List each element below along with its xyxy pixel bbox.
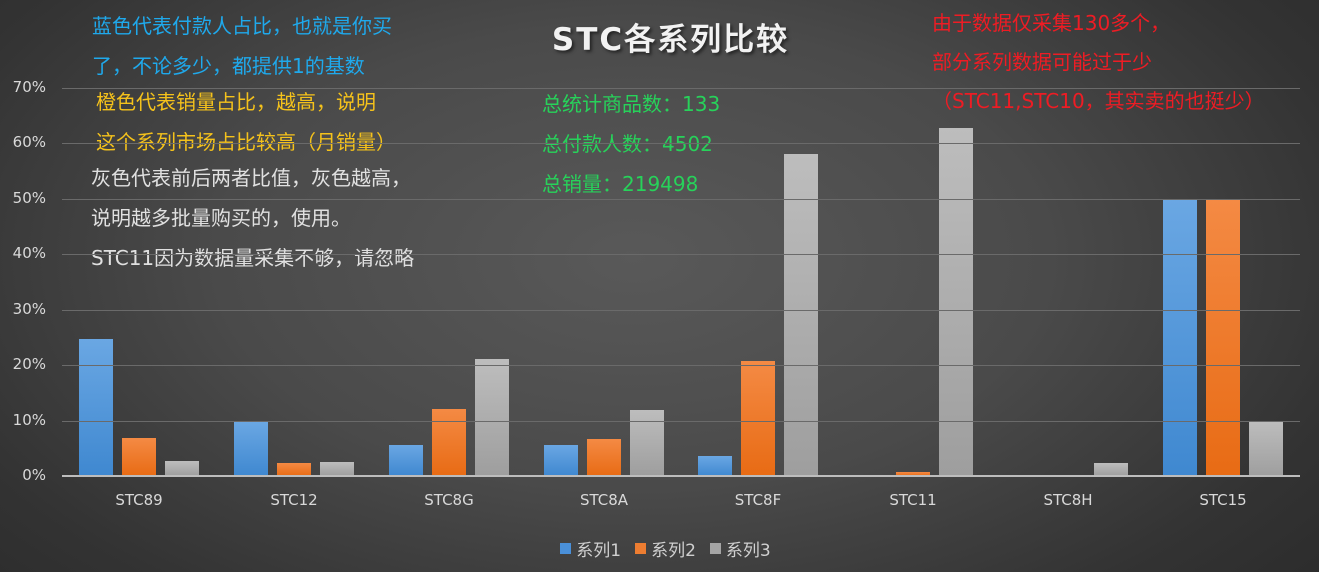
- y-tick-label: 20%: [12, 355, 46, 373]
- annotation-blue: 蓝色代表付款人占比，也就是你买 了，不论多少，都提供1的基数: [92, 6, 392, 86]
- x-tick-label: STC8A: [579, 491, 629, 509]
- bar-stc8a-series-3[interactable]: [630, 410, 664, 476]
- x-axis-line: [62, 475, 1300, 477]
- bar-stc89-series-1[interactable]: [79, 339, 113, 476]
- gridline: [62, 199, 1300, 200]
- bar-stc12-series-2[interactable]: [277, 463, 311, 476]
- legend: 系列1 系列2 系列3: [0, 536, 1319, 561]
- annotation-line: 蓝色代表付款人占比，也就是你买: [92, 14, 392, 38]
- gridline: [62, 365, 1300, 366]
- y-tick-label: 70%: [12, 78, 46, 96]
- y-tick-label: 0%: [22, 466, 46, 484]
- y-tick-label: 40%: [12, 244, 46, 262]
- legend-swatch-gray: [709, 543, 721, 554]
- legend-item-series-3[interactable]: 系列3: [709, 536, 771, 561]
- annotation-line: 说明越多批量购买的，使用。: [91, 206, 351, 230]
- x-tick-label: STC8G: [424, 491, 474, 509]
- bar-stc12-series-3[interactable]: [320, 462, 354, 476]
- bar-stc11-series-3[interactable]: [939, 128, 973, 476]
- x-tick-label: STC12: [270, 491, 318, 509]
- bar-stc89-series-2[interactable]: [122, 438, 156, 476]
- annotation-line: 部分系列数据可能过于少: [932, 50, 1152, 74]
- bar-stc8f-series-1[interactable]: [698, 456, 732, 476]
- bar-stc15-series-3[interactable]: [1249, 421, 1283, 477]
- legend-swatch-blue: [560, 543, 572, 554]
- y-tick-label: 50%: [12, 189, 46, 207]
- gridline: [62, 254, 1300, 255]
- bar-stc12-series-1[interactable]: [234, 422, 268, 476]
- legend-label: 系列2: [651, 541, 696, 561]
- total-payers: 总付款人数：4502: [542, 132, 713, 156]
- annotation-line: （STC11,STC10，其实卖的也挺少）: [932, 89, 1265, 113]
- bar-stc8g-series-2[interactable]: [432, 409, 466, 476]
- annotation-totals: 总统计商品数：133 总付款人数：4502 总销量：219498: [542, 84, 720, 204]
- annotation-line: 了，不论多少，都提供1的基数: [92, 54, 365, 78]
- annotation-orange: 橙色代表销量占比，越高，说明 这个系列市场占比较高（月销量）: [96, 82, 396, 162]
- gridline: [62, 88, 1300, 89]
- bar-stc11-series-2[interactable]: [896, 472, 930, 476]
- bar-stc15-series-2[interactable]: [1206, 199, 1240, 477]
- legend-swatch-orange: [635, 543, 647, 554]
- legend-label: 系列3: [725, 541, 771, 561]
- legend-label: 系列1: [576, 541, 622, 561]
- bar-stc8g-series-1[interactable]: [389, 445, 423, 476]
- x-tick-label: STC8F: [734, 491, 782, 509]
- bar-stc8h-series-3[interactable]: [1094, 463, 1128, 476]
- bar-stc8f-series-3[interactable]: [784, 154, 818, 476]
- x-tick-label: STC11: [889, 491, 937, 509]
- annotation-line: 这个系列市场占比较高（月销量）: [96, 130, 396, 154]
- annotation-line: 灰色代表前后两者比值，灰色越高，: [91, 166, 411, 190]
- x-tick-label: STC8H: [1043, 491, 1093, 509]
- annotation-gray: 灰色代表前后两者比值，灰色越高， 说明越多批量购买的，使用。 STC11因为数据…: [91, 158, 414, 278]
- x-tick-label: STC89: [115, 491, 163, 509]
- total-sales: 总销量：219498: [542, 172, 699, 196]
- y-tick-label: 30%: [12, 300, 46, 318]
- y-tick-label: 60%: [12, 133, 46, 151]
- annotation-line: STC11因为数据量采集不够，请忽略: [91, 246, 415, 270]
- bar-stc8g-series-3[interactable]: [475, 359, 509, 476]
- chart-title: STC各系列比较: [551, 22, 790, 58]
- bar-stc15-series-1[interactable]: [1163, 199, 1197, 477]
- x-tick-label: STC15: [1199, 491, 1247, 509]
- bar-stc8a-series-1[interactable]: [544, 445, 578, 476]
- bar-stc8f-series-2[interactable]: [741, 361, 775, 476]
- bar-stc89-series-3[interactable]: [165, 461, 199, 476]
- legend-item-series-1[interactable]: 系列1: [560, 536, 621, 561]
- bar-stc8a-series-2[interactable]: [587, 439, 621, 476]
- gridline: [62, 310, 1300, 311]
- annotation-line: 由于数据仅采集130多个，: [932, 11, 1171, 35]
- total-products: 总统计商品数：133: [542, 92, 721, 116]
- annotation-line: 橙色代表销量占比，越高，说明: [96, 90, 376, 114]
- y-tick-label: 10%: [12, 411, 46, 429]
- legend-item-series-2[interactable]: 系列2: [635, 536, 696, 561]
- gridline: [62, 421, 1300, 422]
- annotation-warning: 由于数据仅采集130多个， 部分系列数据可能过于少 （STC11,STC10，其…: [932, 4, 1265, 121]
- gridline: [62, 143, 1300, 144]
